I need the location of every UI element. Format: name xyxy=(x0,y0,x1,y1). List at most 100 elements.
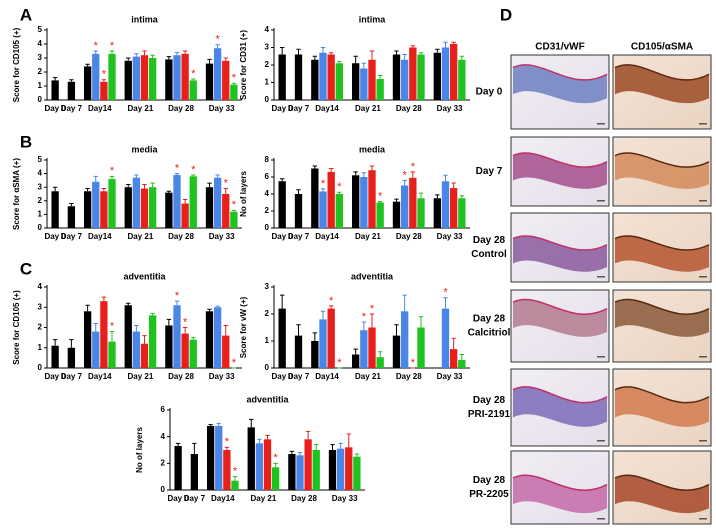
error-bar xyxy=(257,438,262,444)
x-tick-label: Day 33 xyxy=(437,104,463,113)
scale-bar xyxy=(699,123,707,125)
y-tick-label: 4 xyxy=(38,282,43,291)
bar xyxy=(222,335,230,368)
x-tick-label: Day 28 xyxy=(396,232,422,241)
error-bar xyxy=(451,41,456,44)
tissue-band xyxy=(615,299,709,337)
bar xyxy=(230,84,238,100)
error-bar xyxy=(377,75,383,79)
x-tick-label: Day 33 xyxy=(209,372,235,381)
y-tick-label: 5 xyxy=(38,25,43,34)
bar xyxy=(360,330,368,368)
error-bar xyxy=(369,165,375,171)
bar xyxy=(140,343,149,368)
significance-mark: * xyxy=(232,199,237,211)
error-bar xyxy=(150,312,155,316)
error-bar xyxy=(312,332,318,341)
bar xyxy=(417,327,425,368)
significance-mark: * xyxy=(232,357,237,369)
bar xyxy=(433,198,442,228)
bar xyxy=(296,455,304,490)
x-tick-label: Day 7 xyxy=(61,104,83,113)
error-bar xyxy=(215,305,220,308)
error-bar xyxy=(150,182,155,188)
y-axis-label: Score for CD31 (+) xyxy=(239,30,248,100)
bar xyxy=(368,170,376,228)
bar xyxy=(132,177,141,228)
bar xyxy=(458,59,466,100)
error-bar xyxy=(93,175,98,182)
x-tick-label: Day 7 xyxy=(61,372,83,381)
bar xyxy=(417,198,425,228)
significance-mark: * xyxy=(329,295,334,307)
significance-mark: * xyxy=(175,290,180,302)
panel-label: B xyxy=(20,132,32,151)
x-tick-label: Day 21 xyxy=(128,232,154,241)
y-tick-label: 0 xyxy=(265,223,270,232)
error-bar xyxy=(273,462,278,468)
bar xyxy=(92,181,100,228)
error-bar xyxy=(101,79,107,82)
bar xyxy=(263,439,272,490)
bar xyxy=(255,443,264,490)
error-bar xyxy=(418,52,424,55)
tissue-band xyxy=(513,64,607,104)
y-tick-label: 1 xyxy=(265,336,270,345)
bar xyxy=(278,308,286,368)
error-bar xyxy=(150,54,155,58)
y-tick-label: 2 xyxy=(38,196,43,205)
bar xyxy=(294,335,303,368)
panel-label: C xyxy=(20,259,32,278)
bar xyxy=(360,68,368,100)
significance-mark: * xyxy=(337,357,342,369)
scale-bar xyxy=(699,276,707,278)
row-label: Day 28 xyxy=(473,235,506,246)
bar xyxy=(108,179,116,228)
error-bar xyxy=(182,198,188,204)
y-axis-label: Score for CD105 (+) xyxy=(12,27,21,102)
x-tick-label: Day 0 xyxy=(271,104,293,113)
x-tick-label: Day 0 xyxy=(271,232,293,241)
y-tick-label: 3 xyxy=(265,282,270,291)
error-bar xyxy=(328,52,334,55)
bar xyxy=(124,187,132,228)
tissue-edge xyxy=(512,64,608,81)
bar xyxy=(222,194,230,228)
bar xyxy=(327,308,335,368)
y-tick-label: 0 xyxy=(38,223,43,232)
bar xyxy=(458,359,466,368)
bar xyxy=(449,44,458,100)
error-bar xyxy=(410,45,416,48)
y-tick-label: 0 xyxy=(265,95,270,104)
error-bar xyxy=(192,442,197,454)
significance-mark: * xyxy=(215,34,220,46)
error-bar xyxy=(353,171,358,176)
error-bar xyxy=(296,48,301,55)
significance-mark: * xyxy=(378,191,383,203)
chart-title: adventitia xyxy=(351,271,394,281)
bar xyxy=(165,59,173,100)
chart-title: intima xyxy=(359,14,386,24)
x-tick-label: Day 7 xyxy=(61,232,83,241)
x-tick-label: Day 28 xyxy=(168,232,194,241)
error-bar xyxy=(166,190,172,193)
bar xyxy=(189,176,197,228)
error-bar xyxy=(346,433,351,448)
bar xyxy=(409,177,417,228)
y-tick-label: 4 xyxy=(38,169,43,178)
bar xyxy=(458,198,466,228)
x-tick-label: Day 21 xyxy=(355,232,381,241)
bar xyxy=(132,56,141,100)
bar xyxy=(108,341,116,368)
x-tick-label: Day 7 xyxy=(288,372,310,381)
significance-mark: * xyxy=(370,303,375,315)
error-bar xyxy=(224,446,230,450)
error-bar xyxy=(191,174,196,177)
tissue-edge xyxy=(512,474,608,491)
bar xyxy=(231,480,239,490)
panel-label: A xyxy=(20,5,32,24)
error-bar xyxy=(191,337,196,340)
bar xyxy=(140,188,149,228)
bar xyxy=(449,349,458,368)
y-tick-label: 1 xyxy=(265,78,270,87)
